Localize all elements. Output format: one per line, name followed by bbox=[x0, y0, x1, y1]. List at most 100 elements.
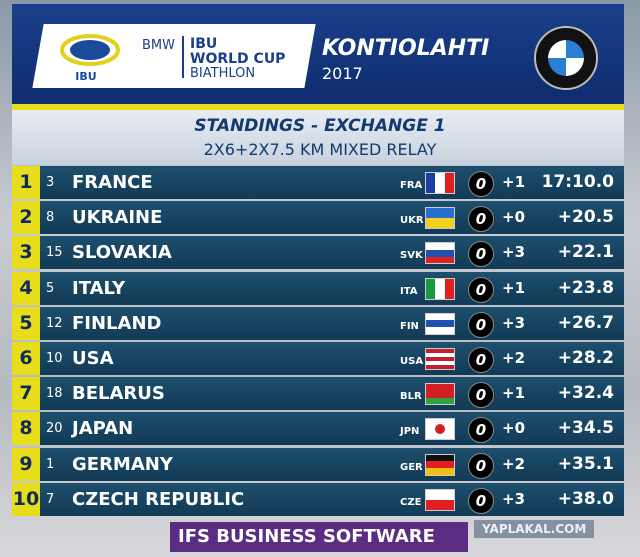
country-code: ITA bbox=[400, 285, 418, 297]
flag-stripe bbox=[426, 467, 454, 475]
bib: 20 bbox=[46, 421, 63, 437]
country-code: SVK bbox=[400, 250, 423, 262]
flag-stripe bbox=[426, 313, 454, 321]
watermark: YAPLAKAL.COM bbox=[474, 520, 595, 538]
flag-stripe bbox=[426, 384, 454, 391]
penalty-count: 0 bbox=[468, 206, 494, 233]
spare-rounds: +0 bbox=[502, 419, 526, 438]
flag-stripe bbox=[426, 256, 454, 264]
team-name: FINLAND bbox=[72, 312, 162, 334]
accent-line bbox=[12, 104, 624, 110]
flag bbox=[425, 277, 455, 300]
penalty-count: 0 bbox=[468, 487, 494, 514]
event-line: IBU bbox=[190, 36, 218, 52]
bmw-logo bbox=[534, 26, 598, 90]
logo-text: IBU bbox=[75, 70, 96, 83]
flag-stripe bbox=[426, 349, 454, 353]
flag-stripe bbox=[426, 499, 454, 510]
flag bbox=[425, 242, 455, 265]
penalty-count: 0 bbox=[468, 241, 494, 268]
bib: 3 bbox=[46, 175, 55, 190]
flag-stripe bbox=[426, 390, 454, 398]
team-name: FRANCE bbox=[72, 172, 153, 193]
flag-stripe bbox=[426, 320, 454, 328]
flag-stripe bbox=[435, 173, 445, 193]
team-name: JAPAN bbox=[72, 418, 134, 440]
spare-rounds: +2 bbox=[502, 349, 526, 367]
event-line: WORLD CUP bbox=[190, 51, 286, 67]
standings-row: 2 8 UKRAINE UKR 0 +0 +20.5 bbox=[12, 201, 624, 235]
standings-row: 3 15 SLOVAKIA SVK 0 +3 +22.1 bbox=[12, 236, 624, 270]
flag-stripe bbox=[426, 357, 454, 361]
penalty-count: 0 bbox=[468, 276, 494, 303]
rank: 8 bbox=[12, 412, 40, 446]
spare-rounds: +3 bbox=[502, 489, 526, 508]
flag-dot bbox=[435, 424, 445, 435]
bib: 8 bbox=[46, 210, 55, 226]
flag-stripe bbox=[435, 278, 445, 299]
time: +22.1 bbox=[557, 242, 614, 263]
flag bbox=[425, 207, 455, 230]
spare-rounds: +2 bbox=[502, 454, 526, 473]
rank: 6 bbox=[12, 342, 40, 375]
penalty-count: 0 bbox=[468, 347, 494, 373]
standings-row: 6 10 USA USA 0 +2 +28.2 bbox=[12, 342, 624, 375]
flag bbox=[425, 488, 455, 511]
time: 17:10.0 bbox=[541, 172, 614, 192]
flag-stripe bbox=[426, 365, 454, 369]
divider bbox=[182, 36, 184, 78]
standings-row: 10 7 CZECH REPUBLIC CZE 0 +3 +38.0 bbox=[12, 482, 624, 516]
penalty-count: 0 bbox=[468, 417, 494, 444]
country-code: CZE bbox=[400, 496, 422, 508]
flag bbox=[425, 383, 455, 406]
flag bbox=[425, 453, 455, 476]
penalty-count: 0 bbox=[468, 382, 494, 409]
country-code: GER bbox=[400, 461, 423, 473]
spare-rounds: +3 bbox=[502, 313, 526, 332]
time: +38.0 bbox=[557, 488, 614, 509]
penalty-count: 0 bbox=[468, 311, 494, 338]
event-line: BIATHLON bbox=[190, 66, 256, 81]
rank: 7 bbox=[12, 377, 40, 411]
bib: 7 bbox=[46, 491, 55, 507]
year: 2017 bbox=[322, 64, 363, 83]
venue: KONTIOLAHTI bbox=[322, 36, 490, 61]
flag-stripe bbox=[426, 397, 454, 405]
flag-stripe bbox=[426, 173, 436, 193]
bib: 18 bbox=[46, 386, 63, 402]
flag bbox=[425, 172, 455, 194]
team-name: GERMANY bbox=[72, 453, 173, 475]
flag-stripe bbox=[426, 327, 454, 334]
panel-title: STANDINGS - EXCHANGE 1 bbox=[194, 116, 446, 136]
panel-subtitle: 2X6+2X7.5 KM MIXED RELAY bbox=[203, 140, 437, 159]
rank: 4 bbox=[12, 271, 40, 305]
time: +20.5 bbox=[557, 207, 614, 228]
standings-row: 5 12 FINLAND FIN 0 +3 +26.7 bbox=[12, 306, 624, 340]
bib: 5 bbox=[46, 280, 55, 296]
bib: 12 bbox=[46, 315, 63, 331]
team-name: BELARUS bbox=[72, 383, 165, 405]
team-name: CZECH REPUBLIC bbox=[72, 488, 245, 510]
flag-stripe bbox=[426, 218, 454, 229]
spare-rounds: +1 bbox=[502, 384, 526, 403]
spare-rounds: +3 bbox=[502, 243, 526, 262]
title-band bbox=[12, 110, 624, 165]
ibu-logo: IBU bbox=[60, 34, 120, 83]
country-code: JPN bbox=[400, 426, 420, 438]
flag bbox=[425, 418, 455, 441]
spare-rounds: +0 bbox=[502, 208, 526, 227]
time: +32.4 bbox=[557, 383, 614, 404]
sponsor-label: BMW bbox=[142, 38, 175, 53]
time: +23.8 bbox=[557, 277, 614, 298]
time: +28.2 bbox=[557, 348, 614, 368]
footer-sponsor: IFS BUSINESS SOFTWARE bbox=[170, 522, 468, 552]
flag-stripe bbox=[444, 278, 454, 299]
flag-stripe bbox=[426, 250, 454, 257]
standings-row: 1 3 FRANCE FRA 0 +1 17:10.0 bbox=[12, 166, 624, 199]
time: +34.5 bbox=[557, 418, 614, 439]
time: +26.7 bbox=[557, 312, 614, 333]
spare-rounds: +1 bbox=[502, 278, 526, 297]
standings-row: 9 1 GERMANY GER 0 +2 +35.1 bbox=[12, 447, 624, 481]
standings-row: 4 5 ITALY ITA 0 +1 +23.8 bbox=[12, 271, 624, 305]
